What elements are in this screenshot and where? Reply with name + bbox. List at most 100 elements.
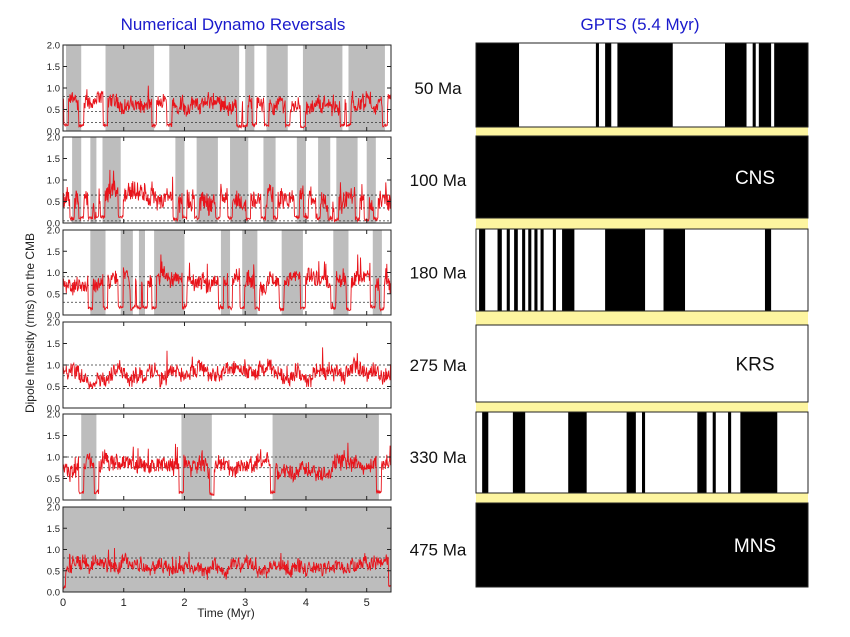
dynamo-panel: 0.0 0.5 1.0 1.5 2.0 bbox=[47, 133, 392, 230]
gpts-frame bbox=[475, 228, 809, 312]
y-tick-label: 1.5 bbox=[47, 524, 60, 535]
y-tick-label: 1.0 bbox=[47, 176, 60, 187]
y-tick-label: 0.0 bbox=[47, 404, 60, 415]
reversed-polarity-band bbox=[90, 230, 106, 315]
normal-polarity-band bbox=[528, 229, 532, 311]
y-tick-label: 0.5 bbox=[47, 382, 60, 393]
y-tick-label: 2.0 bbox=[47, 41, 60, 52]
y-tick-label: 0.0 bbox=[47, 219, 60, 230]
x-tick-label: 3 bbox=[242, 597, 248, 609]
x-tick-label: 5 bbox=[364, 597, 370, 609]
dipole-intensity-series bbox=[62, 254, 392, 312]
dynamo-panel: 0.0 0.5 1.0 1.5 2.0 bbox=[47, 318, 392, 415]
gpts-panel bbox=[475, 411, 809, 494]
dynamo-panel: 0.0 0.5 1.0 1.5 2.0 bbox=[47, 41, 392, 138]
reversed-polarity-band bbox=[302, 45, 343, 131]
y-tick-label: 0.0 bbox=[47, 127, 60, 138]
x-tick-label: 4 bbox=[303, 597, 309, 609]
reversed-polarity-band bbox=[169, 45, 240, 131]
normal-polarity-band bbox=[522, 229, 526, 311]
gpts-separator bbox=[476, 493, 808, 503]
reversed-polarity-band bbox=[266, 45, 288, 131]
dynamo-panels: 0.00.51.01.52.00.00.51.01.52.00.00.51.01… bbox=[47, 41, 392, 609]
reversed-polarity-band bbox=[263, 137, 276, 223]
age-label: 180 Ma bbox=[410, 264, 467, 283]
y-tick-label: 1.0 bbox=[47, 545, 60, 556]
normal-polarity-band bbox=[752, 43, 756, 127]
x-tick-label: 2 bbox=[181, 597, 187, 609]
y-tick-label: 1.5 bbox=[47, 62, 60, 73]
y-tick-label: 0.0 bbox=[47, 311, 60, 322]
y-tick-label: 1.0 bbox=[47, 268, 60, 279]
y-tick-label: 2.0 bbox=[47, 226, 60, 237]
normal-polarity-band bbox=[758, 43, 772, 127]
x-tick-label: 0 bbox=[60, 597, 66, 609]
normal-polarity-band bbox=[712, 412, 716, 493]
age-label: 275 Ma bbox=[410, 356, 467, 375]
dipole-intensity-series bbox=[62, 547, 392, 591]
x-axis-label: Time (Myr) bbox=[197, 606, 255, 620]
age-label: 50 Ma bbox=[414, 79, 462, 98]
normal-polarity-band bbox=[506, 229, 510, 311]
reversed-polarity-band bbox=[318, 137, 331, 223]
superchron-label: CNS bbox=[735, 168, 775, 189]
normal-polarity-band bbox=[512, 412, 526, 493]
y-tick-label: 2.0 bbox=[47, 503, 60, 514]
normal-polarity-band bbox=[728, 412, 732, 493]
gpts-panel: CNS bbox=[475, 135, 809, 219]
dipole-intensity-series bbox=[62, 85, 392, 129]
normal-polarity-band bbox=[595, 43, 599, 127]
gpts-frame bbox=[475, 324, 809, 403]
gpts-background bbox=[476, 325, 808, 402]
reversed-polarity-band bbox=[372, 230, 382, 315]
age-labels: 50 Ma 100 Ma 180 Ma 275 Ma 330 Ma 475 Ma bbox=[410, 79, 467, 560]
normal-polarity-band bbox=[642, 412, 646, 493]
gpts-frame bbox=[475, 411, 809, 494]
normal-polarity-band bbox=[514, 229, 518, 311]
gpts-panel bbox=[475, 42, 809, 128]
normal-polarity-band bbox=[663, 229, 686, 311]
reversed-polarity-band bbox=[63, 507, 391, 592]
reversed-polarity-band bbox=[245, 45, 255, 131]
normal-polarity-band bbox=[476, 43, 520, 127]
reversed-polarity-band bbox=[366, 137, 376, 223]
gpts-frame bbox=[475, 502, 809, 588]
right-title: GPTS (5.4 Myr) bbox=[580, 15, 699, 34]
normal-polarity-band bbox=[540, 229, 544, 311]
x-tick-label: 1 bbox=[121, 597, 127, 609]
y-axis-label: Dipole Intensity (rms) on the CMB bbox=[23, 233, 37, 413]
gpts-panel: MNS bbox=[475, 502, 809, 588]
y-tick-label: 2.0 bbox=[47, 318, 60, 329]
reversed-polarity-band bbox=[196, 137, 218, 223]
y-tick-label: 1.5 bbox=[47, 339, 60, 350]
reversed-polarity-band bbox=[138, 230, 145, 315]
gpts-panels: CNS KRS MNS bbox=[475, 42, 809, 588]
superchron-label: KRS bbox=[735, 355, 774, 376]
normal-polarity-band bbox=[764, 229, 772, 311]
gpts-panel bbox=[475, 228, 809, 312]
normal-polarity-band bbox=[552, 229, 556, 311]
normal-polarity-band bbox=[697, 412, 707, 493]
gpts-separator bbox=[476, 127, 808, 136]
normal-polarity-band bbox=[725, 43, 747, 127]
y-tick-label: 1.5 bbox=[47, 247, 60, 258]
reversed-polarity-band bbox=[272, 414, 379, 500]
dynamo-panel: 0.0 0.5 1.0 1.5 2.0 0 1 2 3 4 5 bbox=[47, 503, 392, 609]
normal-polarity-band bbox=[568, 412, 587, 493]
normal-polarity-band bbox=[617, 43, 673, 127]
normal-polarity-band bbox=[534, 229, 538, 311]
gpts-separator bbox=[476, 311, 808, 325]
gpts-separator bbox=[476, 402, 808, 412]
normal-polarity-band bbox=[740, 412, 778, 493]
normal-polarity-band bbox=[774, 43, 808, 127]
normal-polarity-band bbox=[476, 503, 808, 587]
normal-polarity-band bbox=[482, 412, 489, 493]
dynamo-panel: 0.0 0.5 1.0 1.5 2.0 bbox=[47, 410, 392, 507]
dipole-intensity-series bbox=[62, 442, 392, 496]
reversed-polarity-band bbox=[105, 45, 155, 131]
dipole-intensity-series bbox=[62, 347, 392, 390]
y-tick-label: 0.5 bbox=[47, 197, 60, 208]
normal-polarity-band bbox=[605, 43, 612, 127]
normal-polarity-band bbox=[626, 412, 636, 493]
